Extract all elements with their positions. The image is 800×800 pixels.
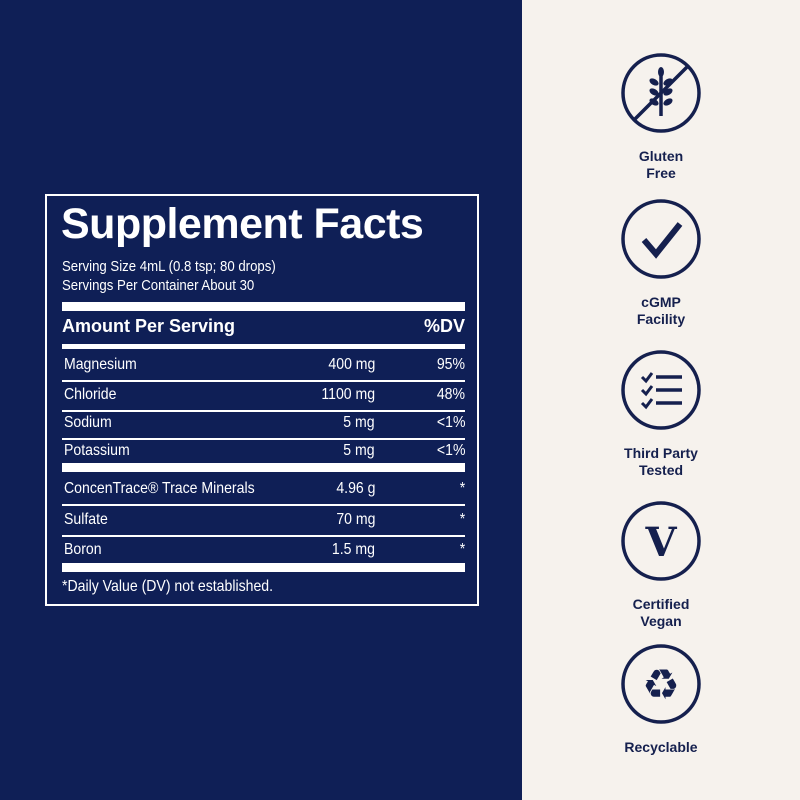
- nutrient-row: Boron 1.5 mg *: [62, 537, 465, 565]
- nutrient-name: Chloride: [64, 386, 117, 403]
- supplement-facts-label: Supplement Facts Serving Size 4mL (0.8 t…: [45, 194, 479, 606]
- dv-label: %DV: [423, 316, 465, 336]
- nutrient-dv: <1%: [436, 414, 465, 431]
- nutrient-dv: <1%: [436, 442, 465, 459]
- amount-per-serving-label: Amount Per Serving: [62, 316, 236, 336]
- badge-label: Vegan: [640, 613, 682, 629]
- nutrient-dv: 48%: [436, 386, 465, 403]
- divider-thick: [62, 563, 465, 572]
- nutrient-row: Sulfate 70 mg *: [62, 507, 465, 535]
- row-divider: [62, 438, 465, 440]
- nutrient-name: Boron: [64, 541, 102, 558]
- recycle-icon: ♻: [621, 644, 701, 724]
- nutrient-dv: *: [459, 480, 465, 497]
- nutrient-amount: 1.5 mg: [331, 541, 375, 558]
- row-divider: [62, 410, 465, 412]
- row-divider: [62, 535, 465, 537]
- nutrient-amount: 4.96 g: [335, 480, 375, 497]
- checklist-icon: [621, 350, 701, 430]
- nutrient-name: Magnesium: [64, 356, 137, 373]
- nutrient-amount: 400 mg: [328, 356, 375, 373]
- badge-gluten-free: Gluten Free: [522, 52, 800, 182]
- gluten-free-icon: [621, 53, 701, 133]
- servings-per-container: Servings Per Container About 30: [62, 277, 255, 294]
- nutrient-row: Chloride 1100 mg 48%: [62, 382, 465, 410]
- vegan-v-icon: V: [621, 501, 701, 581]
- nutrient-dv: 95%: [436, 356, 465, 373]
- serving-size: Serving Size 4mL (0.8 tsp; 80 drops): [62, 258, 276, 275]
- nutrient-amount: 5 mg: [343, 442, 375, 459]
- checkmark-icon: [621, 199, 701, 279]
- nutrient-name: ConcenTrace® Trace Minerals: [64, 480, 255, 497]
- badge-label: Gluten: [638, 148, 684, 164]
- nutrient-amount: 70 mg: [335, 511, 375, 528]
- badge-cgmp: cGMP Facility: [522, 198, 800, 328]
- facts-title: Supplement Facts: [61, 200, 424, 248]
- nutrient-dv: *: [459, 511, 465, 528]
- row-divider: [62, 504, 465, 506]
- nutrient-name: Sulfate: [64, 511, 108, 528]
- nutrient-row: Magnesium 400 mg 95%: [62, 352, 465, 380]
- nutrient-dv: *: [459, 541, 465, 558]
- badge-label: Facility: [636, 311, 686, 327]
- badge-label: Recyclable: [624, 739, 698, 755]
- badge-label: Certified: [632, 596, 690, 612]
- amount-header: Amount Per Serving %DV: [62, 316, 465, 337]
- badge-recyclable: ♻ Recyclable: [522, 643, 800, 756]
- divider-thick: [62, 302, 465, 311]
- nutrient-amount: 1100 mg: [321, 386, 375, 403]
- nutrient-name: Potassium: [64, 442, 130, 459]
- badge-label: Free: [646, 165, 676, 181]
- nutrient-row: Potassium 5 mg <1%: [62, 438, 465, 466]
- badge-label: cGMP: [641, 294, 681, 310]
- nutrient-row: Sodium 5 mg <1%: [62, 410, 465, 438]
- svg-text:V: V: [644, 519, 677, 566]
- svg-text:♻: ♻: [642, 660, 680, 709]
- badge-third-party: Third Party Tested: [522, 349, 800, 479]
- nutrient-row: ConcenTrace® Trace Minerals 4.96 g *: [62, 476, 465, 504]
- badge-label: Third Party: [624, 445, 698, 461]
- footnote: *Daily Value (DV) not established.: [62, 578, 274, 595]
- left-panel: Supplement Facts Serving Size 4mL (0.8 t…: [0, 0, 522, 800]
- badge-label: Tested: [638, 462, 684, 478]
- nutrient-amount: 5 mg: [343, 414, 375, 431]
- nutrient-name: Sodium: [64, 414, 112, 431]
- divider-medium: [62, 344, 465, 349]
- divider-thick: [62, 463, 465, 472]
- badges-panel: Gluten Free cGMP Facility Third Party Teste…: [522, 0, 800, 800]
- row-divider: [62, 380, 465, 382]
- badge-vegan: V Certified Vegan: [522, 500, 800, 630]
